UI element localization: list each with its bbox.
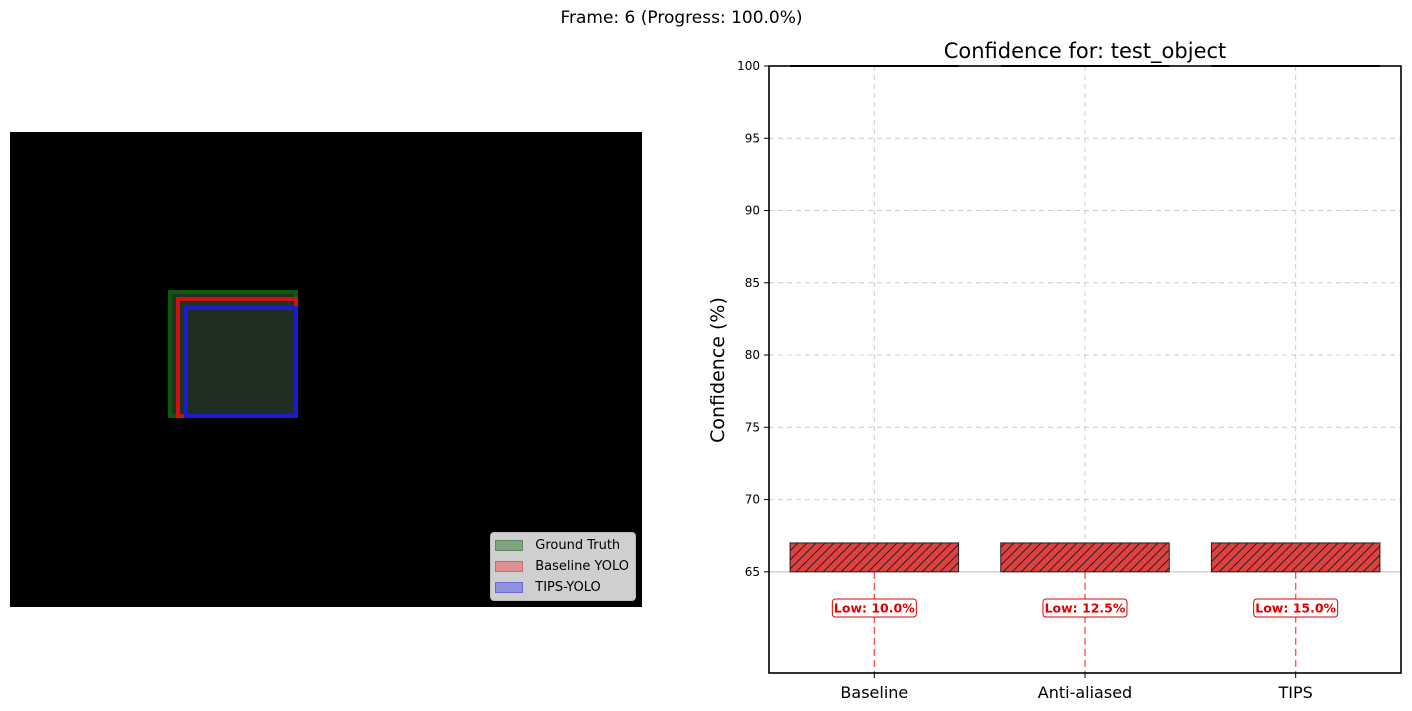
y-tick-label: 100 [737,59,760,73]
chart-title: Confidence for: test_object [944,39,1227,64]
y-axis-label: Confidence (%) [707,297,729,443]
legend-label-baseline-yolo: Baseline YOLO [535,559,629,574]
legend-label-ground-truth: Ground Truth [535,538,621,553]
tips-yolo-box [184,306,298,418]
detection-frame: Ground Truth Baseline YOLO TIPS-YOLO [10,132,642,607]
low-label-box [1253,598,1339,618]
figure-suptitle: Frame: 6 (Progress: 100.0%) [560,8,803,28]
y-tick-label: 65 [745,565,760,579]
low-label-text: Low: 12.5% [1045,600,1126,615]
legend-entry-baseline-yolo: Baseline YOLO [495,556,629,577]
low-label-text: Low: 15.0% [1255,600,1336,615]
x-tick-label: TIPS [1278,683,1313,702]
y-tick-label: 75 [745,420,760,434]
x-tick-label: Anti-aliased [1038,683,1132,702]
y-tick-label: 95 [745,131,760,145]
legend-entry-ground-truth: Ground Truth [495,535,629,556]
y-tick-label: 80 [745,348,760,362]
y-tick-label: 90 [745,204,760,218]
confidence-bar [1000,542,1170,573]
confidence-bar [789,542,960,573]
legend-swatch-baseline-yolo [495,561,524,572]
legend-label-tips-yolo: TIPS-YOLO [535,580,601,595]
legend-swatch-ground-truth [495,540,524,551]
confidence-bar [1210,542,1381,573]
y-tick-label: 85 [745,276,760,290]
legend-entry-tips-yolo: TIPS-YOLO [495,577,629,598]
low-label-box [1042,598,1128,618]
plot-area-frame [768,65,1402,674]
x-tick-label: Baseline [840,683,908,702]
low-label-text: Low: 10.0% [834,600,915,615]
legend-swatch-tips-yolo [495,582,524,593]
y-tick-label: 70 [745,493,760,507]
detection-legend: Ground Truth Baseline YOLO TIPS-YOLO [490,532,636,601]
low-label-box [831,598,917,618]
